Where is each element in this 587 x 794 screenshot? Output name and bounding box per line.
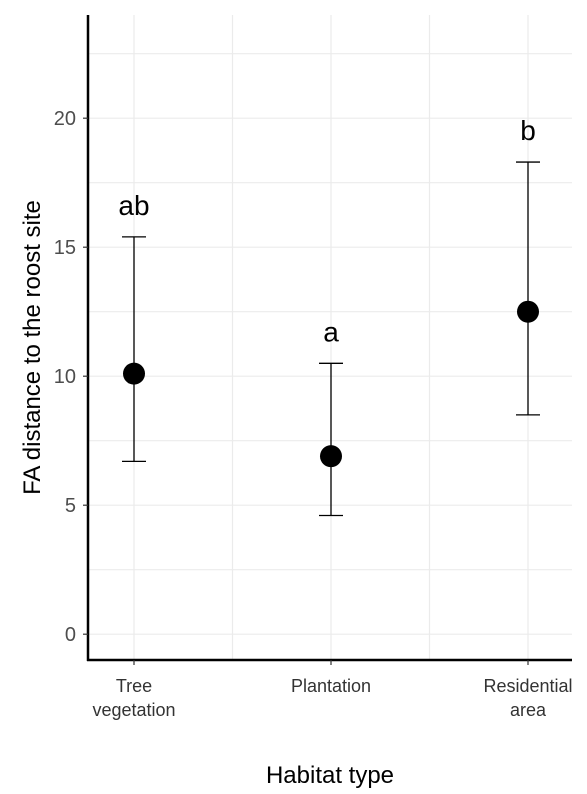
- x-tick-label: Residential area: [483, 676, 572, 720]
- x-tick-label-line: Tree: [116, 676, 152, 696]
- data-point: [320, 445, 342, 468]
- significance-letter: b: [520, 115, 536, 146]
- y-axis-title: FA distance to the roost site: [19, 200, 46, 495]
- y-tick-label: 0: [65, 624, 76, 646]
- x-tick-label: Tree vegetation: [92, 676, 175, 720]
- y-tick-label: 15: [54, 237, 76, 259]
- x-axis-ticks: Tree vegetation Plantation Residential area: [92, 660, 573, 720]
- significance-letter: a: [323, 316, 339, 347]
- x-tick-label: Plantation: [291, 676, 371, 696]
- data-point: [123, 362, 145, 385]
- y-axis-ticks: 0 5 10 15 20: [54, 108, 88, 646]
- error-bars: [122, 161, 540, 517]
- x-tick-label-line: Plantation: [291, 676, 371, 696]
- y-tick-label: 20: [54, 108, 76, 130]
- significance-letter: ab: [118, 190, 149, 221]
- x-tick-label-line: vegetation: [92, 700, 175, 720]
- data-points: [123, 300, 539, 468]
- y-tick-label: 10: [54, 366, 76, 388]
- x-tick-label-line: Residential: [483, 676, 572, 696]
- y-tick-label: 5: [65, 495, 76, 517]
- data-point: [517, 300, 539, 323]
- x-axis-title: Habitat type: [266, 762, 394, 789]
- x-tick-label-line: area: [510, 700, 547, 720]
